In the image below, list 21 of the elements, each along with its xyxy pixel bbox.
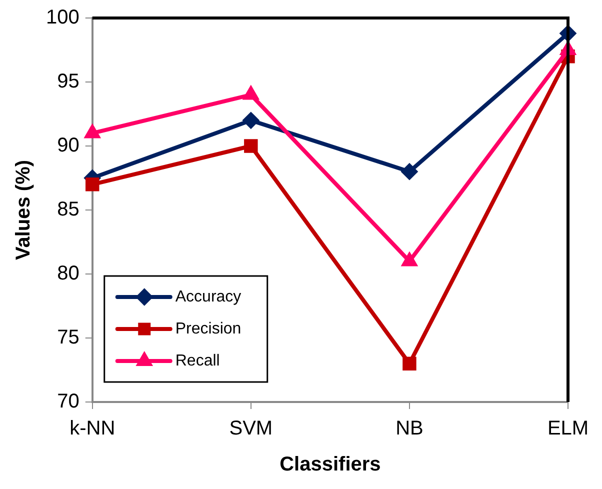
legend-label: Precision <box>175 320 242 338</box>
point <box>400 163 418 180</box>
x-tick-label: SVM <box>229 418 273 440</box>
x-tick-label: ELM <box>547 418 589 440</box>
y-tick-label: 70 <box>57 390 80 413</box>
y-tick-label: 100 <box>46 6 80 29</box>
point <box>402 356 416 370</box>
point <box>244 139 258 153</box>
point <box>86 178 100 192</box>
y-axis-title: Values (%) <box>12 160 35 260</box>
x-axis-title: Classifiers <box>280 454 381 476</box>
point <box>242 112 260 129</box>
legend-label: Recall <box>175 352 220 370</box>
legend-label: Accuracy <box>175 288 242 306</box>
x-tick-label: k-NN <box>70 418 116 440</box>
y-tick-label: 90 <box>57 134 80 157</box>
y-tick-label: 75 <box>57 326 80 349</box>
y-tick-label: 85 <box>57 198 80 221</box>
y-tick-label: 95 <box>57 70 80 93</box>
x-tick-label: NB <box>396 418 424 440</box>
y-tick-label: 80 <box>57 262 80 285</box>
